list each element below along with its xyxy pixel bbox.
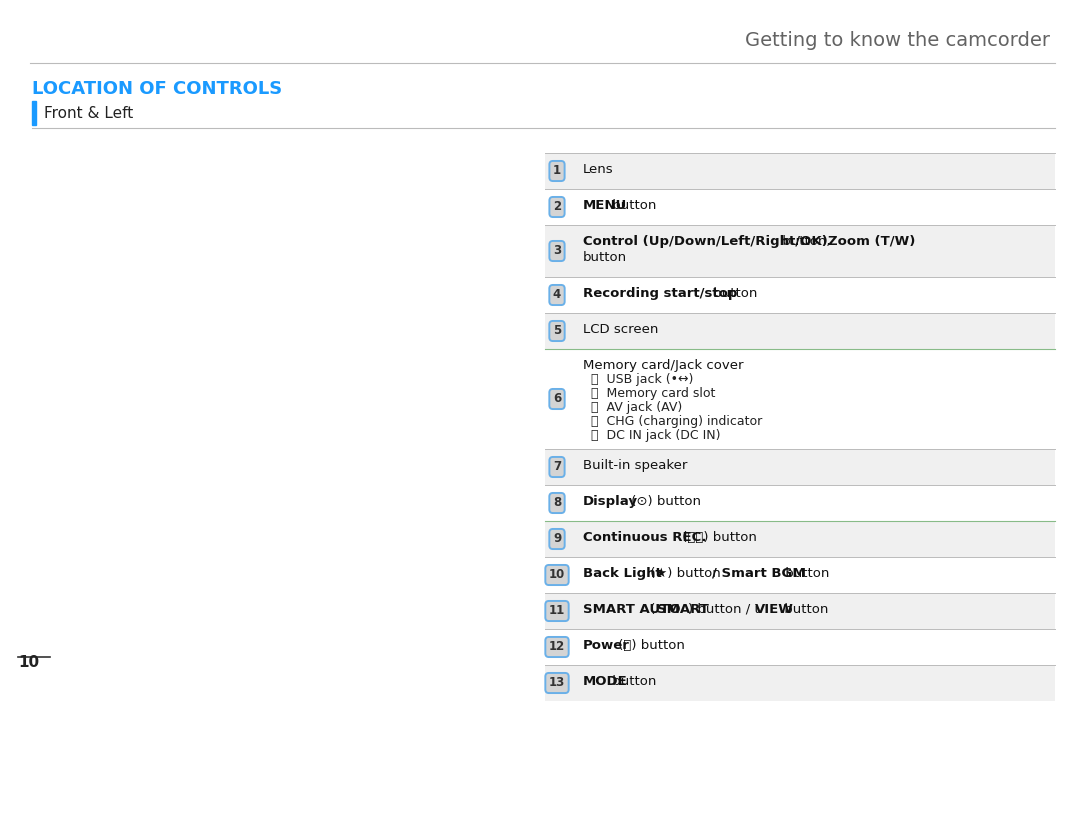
Text: LCD screen: LCD screen bbox=[583, 323, 659, 336]
Bar bbox=[545, 593, 1055, 629]
Text: Continuous REC.: Continuous REC. bbox=[583, 531, 706, 544]
Text: 3: 3 bbox=[553, 244, 562, 257]
Text: SMART: SMART bbox=[657, 603, 708, 616]
Text: 7: 7 bbox=[553, 460, 562, 474]
Text: Back Light: Back Light bbox=[583, 567, 662, 580]
Text: Lens: Lens bbox=[583, 163, 613, 176]
Text: ⓓ  CHG (charging) indicator: ⓓ CHG (charging) indicator bbox=[591, 415, 762, 428]
Text: (ⓂⓂ) button: (ⓂⓂ) button bbox=[677, 531, 756, 544]
Bar bbox=[545, 665, 1055, 701]
Text: / Smart BGM: / Smart BGM bbox=[712, 567, 806, 580]
Text: (★) button: (★) button bbox=[646, 567, 725, 580]
Text: button: button bbox=[780, 603, 828, 616]
Bar bbox=[545, 225, 1055, 277]
Text: 5: 5 bbox=[553, 324, 562, 337]
Text: button,: button, bbox=[779, 235, 835, 248]
Text: 13: 13 bbox=[549, 676, 565, 690]
Text: ⓐ  USB jack (•↔): ⓐ USB jack (•↔) bbox=[591, 373, 693, 386]
Text: Recording start/stop: Recording start/stop bbox=[583, 287, 738, 300]
Text: 9: 9 bbox=[553, 532, 562, 545]
Text: Built-in speaker: Built-in speaker bbox=[583, 459, 687, 472]
Text: ⓒ  AV jack (AV): ⓒ AV jack (AV) bbox=[591, 401, 683, 414]
Text: ) button / ι: ) button / ι bbox=[689, 603, 759, 616]
Text: SMART AUTO: SMART AUTO bbox=[583, 603, 680, 616]
Text: Power: Power bbox=[583, 639, 630, 652]
Text: Control (Up/Down/Left/Right/OK): Control (Up/Down/Left/Right/OK) bbox=[583, 235, 827, 248]
Text: 10: 10 bbox=[18, 655, 39, 670]
Bar bbox=[545, 521, 1055, 557]
Bar bbox=[545, 449, 1055, 485]
Text: (: ( bbox=[646, 603, 656, 616]
Text: LOCATION OF CONTROLS: LOCATION OF CONTROLS bbox=[32, 80, 282, 98]
Text: 10: 10 bbox=[549, 568, 565, 582]
Text: 8: 8 bbox=[553, 497, 562, 510]
Text: 1: 1 bbox=[553, 164, 562, 177]
Text: Front & Left: Front & Left bbox=[44, 106, 133, 120]
Bar bbox=[32, 101, 36, 125]
Text: 2: 2 bbox=[553, 200, 562, 214]
Text: 12: 12 bbox=[549, 640, 565, 653]
Text: Zoom (T/W): Zoom (T/W) bbox=[827, 235, 915, 248]
Text: Display: Display bbox=[583, 495, 638, 508]
Text: button: button bbox=[708, 287, 757, 300]
Text: Getting to know the camcorder: Getting to know the camcorder bbox=[745, 31, 1050, 50]
Text: 11: 11 bbox=[549, 605, 565, 617]
Text: (⊙) button: (⊙) button bbox=[627, 495, 701, 508]
Text: button: button bbox=[608, 675, 657, 688]
Text: MODE: MODE bbox=[583, 675, 627, 688]
Text: VIEW: VIEW bbox=[755, 603, 794, 616]
Text: ⓔ  DC IN jack (DC IN): ⓔ DC IN jack (DC IN) bbox=[591, 429, 720, 442]
Text: button: button bbox=[583, 251, 627, 264]
Text: button: button bbox=[781, 567, 829, 580]
Text: button: button bbox=[608, 199, 657, 212]
Text: MENU: MENU bbox=[583, 199, 627, 212]
Bar bbox=[545, 153, 1055, 189]
Text: 4: 4 bbox=[553, 289, 562, 301]
Bar bbox=[545, 313, 1055, 349]
Text: ⓑ  Memory card slot: ⓑ Memory card slot bbox=[591, 387, 715, 400]
Text: Memory card/Jack cover: Memory card/Jack cover bbox=[583, 359, 743, 372]
Text: (⏻) button: (⏻) button bbox=[615, 639, 686, 652]
Text: 6: 6 bbox=[553, 393, 562, 406]
